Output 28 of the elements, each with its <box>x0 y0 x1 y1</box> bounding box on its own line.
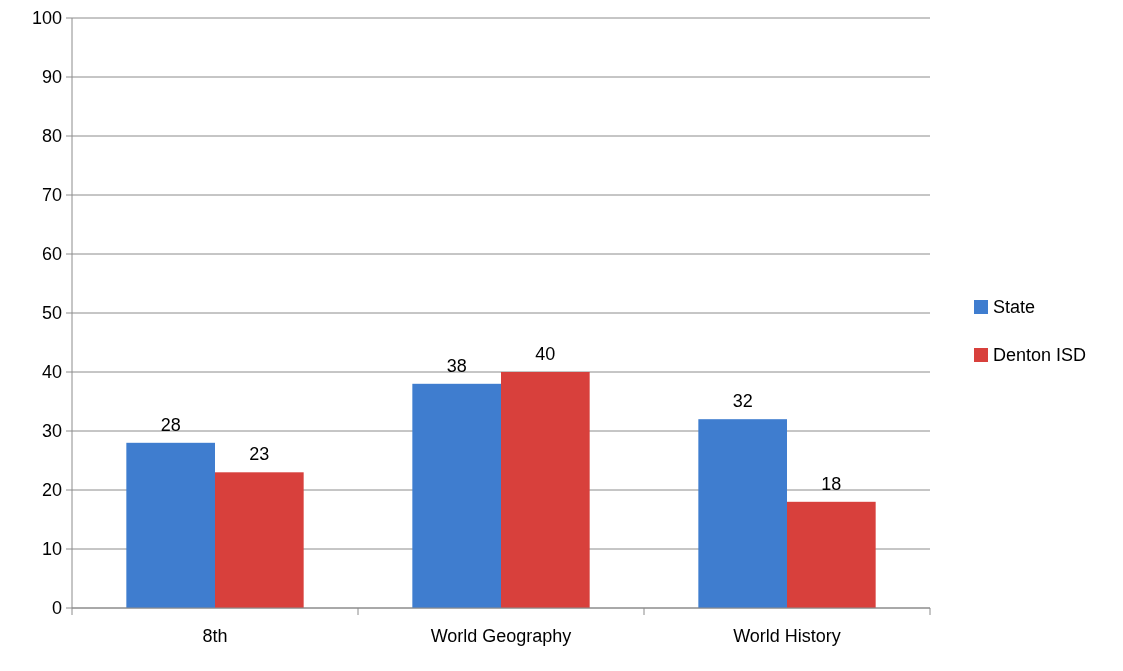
data-label: 32 <box>732 391 753 412</box>
bar <box>698 419 787 608</box>
data-label: 38 <box>446 355 467 376</box>
x-tick-label: 8th <box>202 626 228 646</box>
bar <box>215 472 304 608</box>
data-label: 28 <box>160 414 181 435</box>
y-tick-label: 60 <box>41 244 62 265</box>
bar <box>412 383 501 608</box>
y-tick-label: 40 <box>41 362 62 383</box>
y-tick-label: 90 <box>41 67 62 88</box>
x-tick-label: World History <box>733 626 841 646</box>
legend-label: Denton ISD <box>993 345 1087 366</box>
legend-label: State <box>993 297 1036 318</box>
y-tick-label: 70 <box>41 185 62 206</box>
bar <box>787 501 876 608</box>
x-tick-label: World Geography <box>430 626 572 646</box>
y-tick-label: 20 <box>41 480 62 501</box>
data-label: 18 <box>821 473 842 494</box>
y-tick-label: 30 <box>41 421 62 442</box>
bar <box>501 372 590 608</box>
bar <box>126 442 215 608</box>
y-tick-label: 50 <box>41 303 62 324</box>
y-tick-label: 0 <box>51 598 62 619</box>
y-tick-label: 80 <box>41 126 62 147</box>
data-label: 23 <box>249 444 270 465</box>
y-tick-label: 100 <box>31 8 62 29</box>
y-tick-label: 10 <box>41 539 62 560</box>
data-label: 40 <box>535 344 556 364</box>
